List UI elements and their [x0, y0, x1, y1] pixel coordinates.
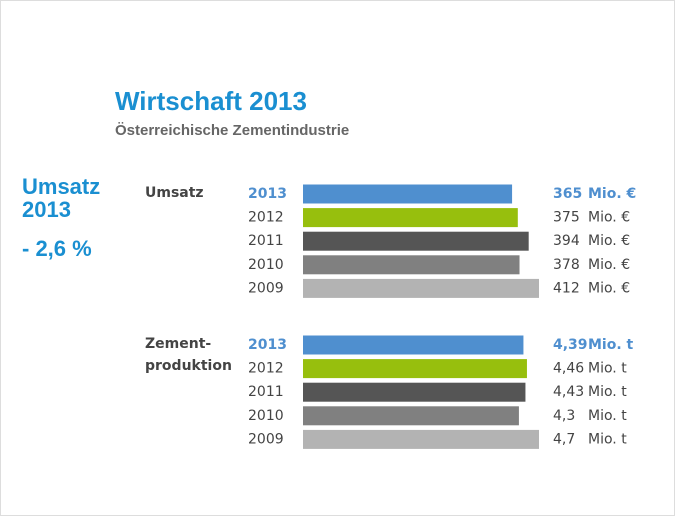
unit-label: Mio. t	[588, 361, 627, 377]
value-label: 375	[553, 210, 580, 226]
title: Wirtschaft 2013	[115, 86, 307, 116]
unit-label: Mio. €	[588, 186, 636, 202]
category-label: 2010	[248, 408, 284, 424]
value-label: 4,46	[553, 361, 584, 377]
value-label: 378	[553, 257, 580, 273]
category-label: 2013	[248, 186, 287, 202]
highlight-label: Umsatz	[22, 174, 100, 199]
value-label: 4,3	[553, 408, 575, 424]
value-label: 412	[553, 280, 580, 296]
value-label: 4,43	[553, 384, 584, 400]
bar	[303, 184, 513, 204]
unit-label: Mio. t	[588, 431, 627, 447]
value-label: 4,39	[553, 337, 588, 353]
group-label: Umsatz	[145, 185, 204, 201]
group-label: Zement-	[145, 336, 211, 352]
highlight-value: - 2,6 %	[22, 236, 92, 261]
bar	[303, 231, 529, 251]
value-label: 4,7	[553, 431, 575, 447]
unit-label: Mio. t	[588, 384, 627, 400]
category-label: 2009	[248, 431, 284, 447]
group-label: produktion	[145, 358, 232, 374]
subtitle: Österreichische Zementindustrie	[115, 122, 349, 139]
value-label: 394	[553, 233, 580, 249]
highlight-label: 2013	[22, 197, 71, 222]
bar	[303, 382, 526, 402]
bar	[303, 406, 519, 426]
category-label: 2012	[248, 210, 284, 226]
category-label: 2011	[248, 233, 284, 249]
bar	[303, 255, 520, 275]
category-label: 2009	[248, 280, 284, 296]
unit-label: Mio. €	[588, 280, 630, 296]
bar	[303, 278, 539, 298]
category-label: 2011	[248, 384, 284, 400]
category-label: 2013	[248, 337, 287, 353]
unit-label: Mio. €	[588, 233, 630, 249]
bar	[303, 359, 527, 379]
category-label: 2012	[248, 361, 284, 377]
unit-label: Mio. t	[588, 337, 634, 353]
bar	[303, 335, 524, 355]
bar	[303, 429, 539, 449]
value-label: 365	[553, 186, 582, 202]
category-label: 2010	[248, 257, 284, 273]
unit-label: Mio. €	[588, 210, 630, 226]
bar	[303, 208, 518, 228]
unit-label: Mio. t	[588, 408, 627, 424]
unit-label: Mio. €	[588, 257, 630, 273]
